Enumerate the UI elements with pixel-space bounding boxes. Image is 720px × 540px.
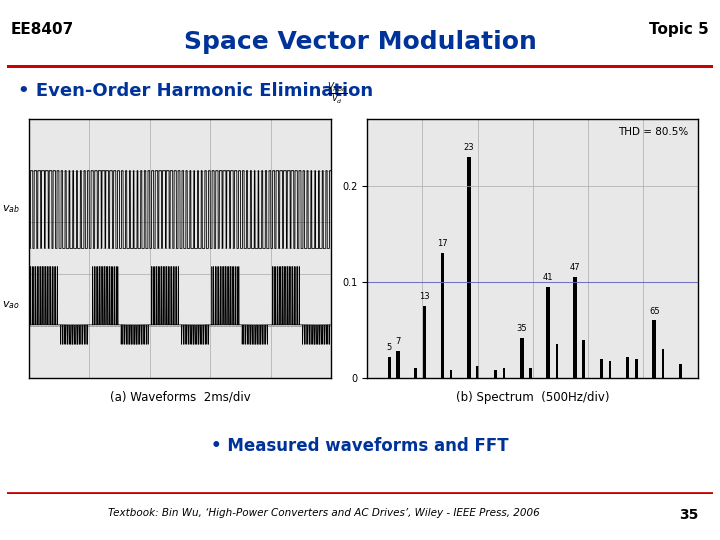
Text: (b) Spectrum  (500Hz/div): (b) Spectrum (500Hz/div) — [456, 391, 610, 404]
Text: 65: 65 — [649, 307, 660, 315]
Bar — [503, 368, 505, 378]
Bar — [441, 253, 444, 378]
Text: $v_{ab}$: $v_{ab}$ — [2, 204, 19, 215]
Bar — [494, 370, 497, 378]
Text: $v_{ao}$: $v_{ao}$ — [2, 300, 19, 312]
Text: 41: 41 — [543, 273, 554, 282]
Text: 7: 7 — [395, 338, 401, 346]
Text: Space Vector Modulation: Space Vector Modulation — [184, 30, 536, 54]
Text: (a) Waveforms  2ms/div: (a) Waveforms 2ms/div — [109, 391, 251, 404]
Bar — [680, 363, 682, 378]
Bar — [423, 306, 426, 378]
Bar — [626, 357, 629, 378]
Text: Textbook: Bin Wu, ‘High-Power Converters and AC Drives’, Wiley - IEEE Press, 200: Textbook: Bin Wu, ‘High-Power Converters… — [108, 508, 540, 518]
Text: 47: 47 — [570, 264, 580, 272]
Bar — [476, 367, 479, 378]
Bar — [529, 368, 532, 378]
Bar — [546, 287, 550, 378]
Bar — [450, 370, 452, 378]
Bar — [573, 277, 577, 378]
Bar — [608, 361, 611, 378]
Text: 23: 23 — [464, 144, 474, 152]
Text: EE8407: EE8407 — [11, 22, 74, 37]
Bar — [556, 345, 559, 378]
Text: 17: 17 — [437, 239, 448, 248]
Text: 35: 35 — [679, 508, 698, 522]
Text: THD = 80.5%: THD = 80.5% — [618, 126, 688, 137]
Text: $\frac{V_{ABn}}{V_d}$: $\frac{V_{ABn}}{V_d}$ — [328, 81, 348, 106]
Text: Topic 5: Topic 5 — [649, 22, 709, 37]
Bar — [600, 359, 603, 378]
Text: • Even-Order Harmonic Elimination: • Even-Order Harmonic Elimination — [18, 82, 373, 99]
Bar — [520, 338, 523, 378]
Text: 5: 5 — [387, 343, 392, 352]
Bar — [387, 357, 391, 378]
Bar — [467, 157, 471, 378]
Bar — [652, 320, 656, 378]
Bar — [396, 351, 400, 378]
Bar — [582, 340, 585, 378]
Text: • Measured waveforms and FFT: • Measured waveforms and FFT — [211, 437, 509, 455]
Bar — [635, 359, 638, 378]
Text: 13: 13 — [419, 292, 430, 301]
Bar — [662, 349, 665, 378]
Bar — [415, 368, 417, 378]
Text: 35: 35 — [516, 324, 527, 333]
